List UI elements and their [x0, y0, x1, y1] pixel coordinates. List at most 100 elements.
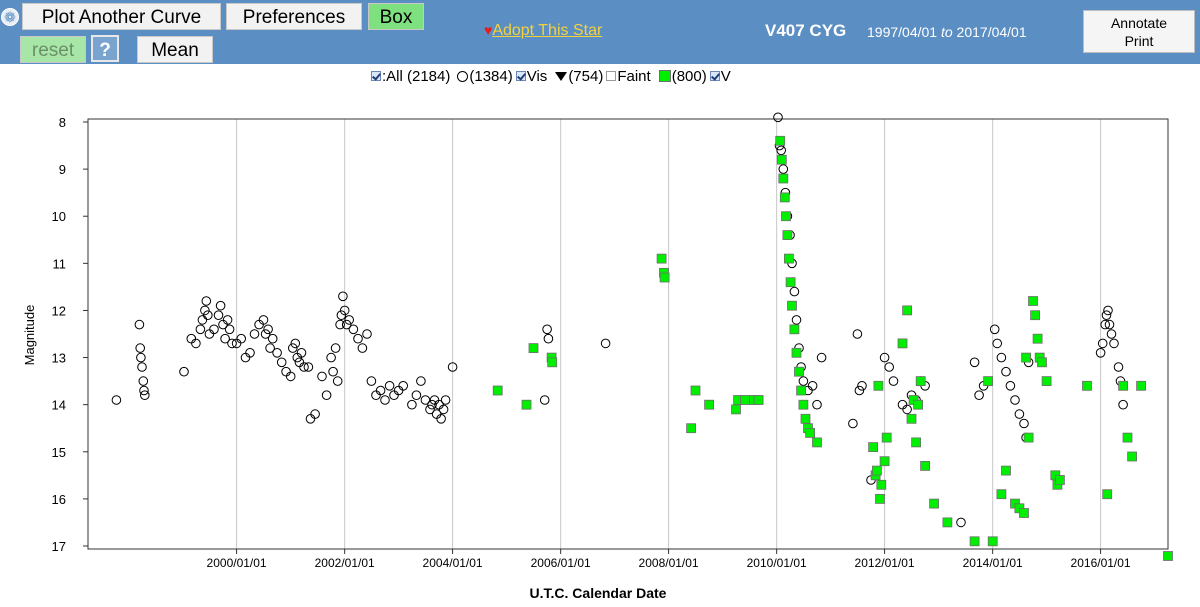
y-tick-label: 16: [52, 492, 66, 507]
vis-point: [203, 310, 213, 321]
vis-point: [816, 352, 827, 363]
v-checkbox[interactable]: [709, 71, 720, 81]
faint-checkbox[interactable]: [606, 71, 617, 81]
y-axis: 8 9 10 11 12 13 14 15 16 17: [52, 115, 88, 554]
vis-point: [425, 404, 435, 415]
vis-label: Vis: [526, 67, 548, 85]
vis-point: [139, 385, 149, 396]
adopt-star-link[interactable]: ♥Adopt This Star: [484, 22, 602, 40]
vis-point: [249, 329, 260, 339]
v-point: [521, 399, 532, 410]
vis-point: [1100, 319, 1110, 330]
v-point: [1028, 296, 1038, 306]
data-points: [111, 112, 1173, 561]
v-point: [740, 395, 750, 405]
date-from: 1997/04/01: [867, 24, 938, 40]
vis-point: [326, 352, 336, 363]
vis-point: [807, 381, 818, 391]
vis-point: [200, 305, 210, 316]
v-point: [812, 437, 822, 448]
vis-point: [330, 343, 341, 353]
plot-another-curve-button[interactable]: Plot Another Curve: [22, 3, 221, 30]
x-tick-label: 2012/01/01: [855, 556, 915, 570]
vis-checkbox[interactable]: [515, 71, 526, 81]
v-point: [1136, 380, 1146, 391]
vis-point: [1097, 338, 1108, 349]
gear-icon[interactable]: ❁: [1, 8, 19, 26]
preferences-button[interactable]: Preferences: [226, 3, 362, 30]
all-checkbox[interactable]: [371, 71, 381, 81]
y-tick-label: 10: [52, 209, 66, 224]
v-point: [785, 277, 796, 288]
v-point: [929, 498, 939, 509]
vis-point: [338, 291, 348, 302]
vis-point: [969, 357, 980, 368]
x-tick-label: 2014/01/01: [963, 556, 1023, 570]
reset-button[interactable]: reset: [20, 36, 86, 63]
v-point: [1019, 508, 1029, 518]
v-point: [800, 413, 811, 424]
v-point: [775, 135, 786, 146]
vis-point: [1106, 329, 1117, 339]
vis-point: [134, 319, 145, 330]
vis-count: (1384): [469, 67, 513, 85]
vis-point: [791, 315, 802, 325]
vis-point: [290, 338, 301, 349]
adopt-star-label[interactable]: Adopt This Star: [492, 22, 603, 39]
vis-point: [778, 164, 789, 174]
annotate-print-button[interactable]: Annotate Print: [1083, 10, 1195, 53]
box-button[interactable]: Box: [368, 3, 424, 30]
vis-point: [288, 343, 298, 353]
vis-point: [1001, 366, 1011, 377]
v-point: [881, 432, 892, 443]
v-point: [872, 465, 882, 476]
v-point: [897, 338, 908, 349]
v-point: [656, 253, 667, 264]
v-point: [796, 385, 806, 396]
vis-point: [854, 385, 865, 396]
vis-point: [398, 381, 409, 391]
v-point: [879, 456, 890, 467]
y-tick-label: 9: [59, 162, 66, 177]
vis-point: [136, 352, 146, 363]
vis-point: [276, 357, 287, 368]
v-point: [805, 427, 815, 438]
vis-point: [539, 395, 550, 405]
vis-point: [992, 338, 1003, 349]
v-point: [776, 154, 787, 165]
vis-point: [371, 390, 381, 401]
vis-point: [336, 310, 347, 321]
y-tick-label: 12: [52, 303, 66, 318]
vis-point: [303, 362, 314, 372]
x-tick-label: 2004/01/01: [423, 556, 483, 570]
vis-point: [245, 348, 255, 358]
vis-point: [888, 376, 899, 386]
vis-point: [789, 286, 800, 297]
vis-point: [353, 333, 363, 344]
vis-point: [884, 362, 895, 372]
y-tick-label: 13: [52, 351, 66, 366]
date-to: 2017/04/01: [956, 24, 1027, 40]
vis-point: [339, 305, 350, 316]
vis-point: [812, 399, 822, 410]
vis-point: [1095, 348, 1106, 358]
vis-point: [1019, 418, 1029, 429]
star-name: V407 CYG: [765, 21, 847, 40]
vis-point: [344, 315, 355, 325]
vis-point: [179, 366, 189, 377]
vis-point: [240, 352, 251, 363]
vis-point: [209, 324, 219, 335]
vis-point: [195, 324, 206, 335]
v-point: [784, 253, 794, 264]
v-point: [1082, 380, 1092, 391]
vis-point: [1010, 395, 1020, 405]
v-count: (800): [671, 67, 707, 85]
mean-button[interactable]: Mean: [137, 36, 213, 63]
vis-point: [375, 385, 386, 396]
vis-point: [416, 376, 426, 386]
help-button[interactable]: ?: [91, 35, 119, 62]
vis-point: [267, 333, 278, 344]
y-tick-label: 11: [53, 256, 67, 271]
x-axis-label: U.T.C. Calendar Date: [530, 585, 667, 601]
